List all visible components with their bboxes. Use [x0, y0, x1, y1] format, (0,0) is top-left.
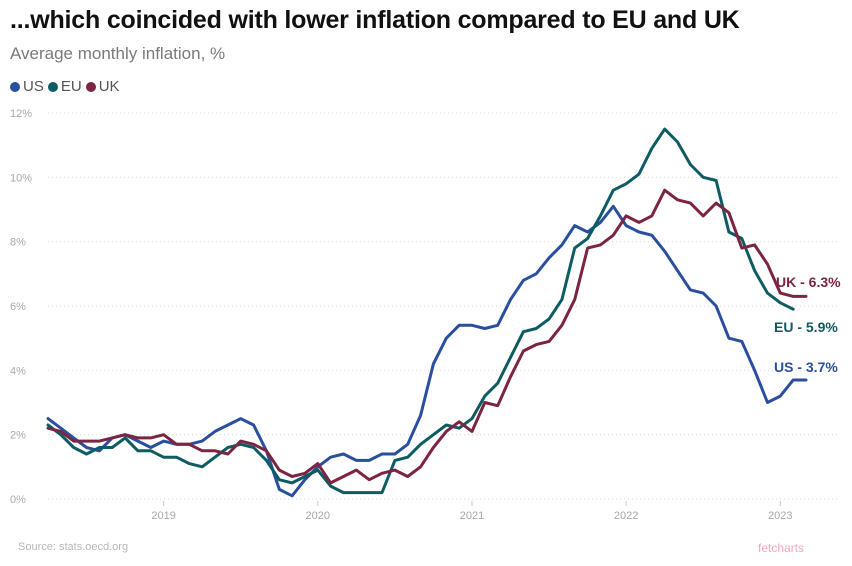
end-label-uk: UK - 6.3% — [776, 274, 841, 290]
chart-legend: US EU UK — [10, 78, 124, 95]
brand-logo: fetcharts — [758, 541, 805, 555]
legend-dot-uk — [85, 81, 96, 92]
legend-label-eu: EU — [60, 78, 82, 95]
y-tick-label: 12% — [10, 108, 32, 120]
chart-subtitle: Average monthly inflation, % — [10, 44, 226, 63]
legend-item-eu: EU — [47, 78, 82, 95]
series-line-us — [46, 204, 808, 498]
y-tick-label: 8% — [10, 237, 26, 249]
series-line-uk — [46, 188, 808, 485]
y-tick-label: 10% — [10, 172, 32, 184]
legend-dot-eu — [47, 81, 58, 92]
legend-label-us: US — [23, 78, 44, 95]
legend-item-us: US — [10, 78, 44, 95]
end-label-us: US - 3.7% — [774, 359, 838, 375]
chart-title: ...which coincided with lower inflation … — [10, 6, 740, 34]
y-tick-label: 4% — [10, 365, 26, 377]
legend-label-uk: UK — [98, 78, 120, 95]
x-tick-label: 2019 — [151, 510, 175, 522]
y-tick-label: 2% — [10, 430, 26, 442]
series-line-eu — [46, 127, 795, 495]
y-tick-label: 0% — [10, 494, 26, 506]
y-tick-label: 6% — [10, 301, 26, 313]
end-label-eu: EU - 5.9% — [774, 319, 838, 335]
x-tick-label: 2021 — [460, 510, 484, 522]
x-tick-label: 2022 — [614, 510, 638, 522]
legend-dot-us — [10, 81, 20, 92]
x-tick-label: 2020 — [306, 510, 330, 522]
source-note: Source: stats.oecd.org — [18, 541, 129, 553]
legend-item-uk: UK — [85, 78, 120, 95]
x-tick-label: 2023 — [768, 510, 792, 522]
